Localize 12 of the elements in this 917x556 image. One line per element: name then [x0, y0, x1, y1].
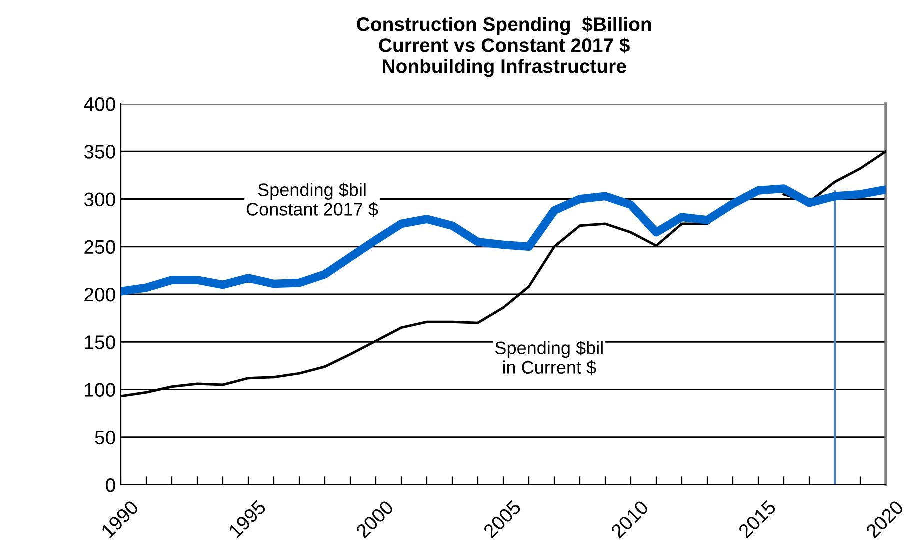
- y-tick-label: 200: [84, 288, 116, 302]
- y-tick-label: 50: [95, 430, 116, 445]
- y-tick-label: 150: [85, 336, 116, 350]
- series-label: Spending $bil in Current $: [496, 340, 603, 376]
- y-tick-label: 300: [84, 192, 116, 206]
- chart-title: Construction Spending $Billion Current vs Constant 2017 $ Nonbuilding Infrastructure: [357, 16, 652, 78]
- y-tick-label: 350: [84, 145, 116, 159]
- y-tick-label: 400: [84, 97, 116, 112]
- y-tick-label: 250: [84, 240, 116, 254]
- y-tick-label: 100: [85, 383, 116, 397]
- series-label: Spending $bil Constant 2017 $: [246, 182, 378, 217]
- y-tick-label: 0: [106, 478, 116, 492]
